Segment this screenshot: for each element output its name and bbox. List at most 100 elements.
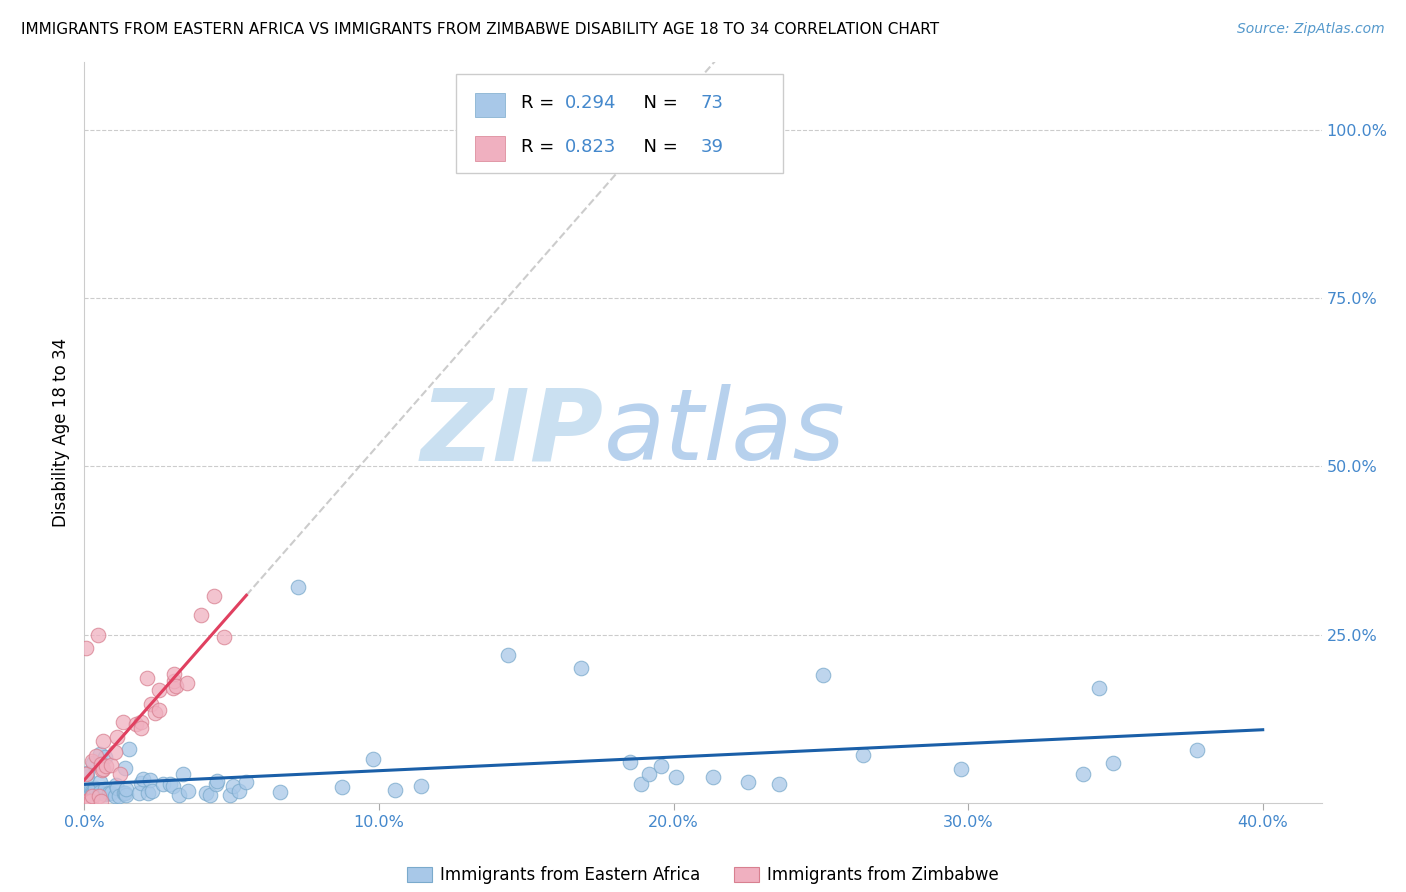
Point [269, 784, 291, 798]
Point [79, 794, 101, 808]
Point [384, 783, 406, 797]
Point [89, 785, 111, 799]
Point [98, 786, 121, 800]
Point [228, 784, 250, 798]
Point [104, 789, 127, 804]
Point [75, 794, 97, 808]
Text: R =: R = [522, 137, 560, 156]
Point [100, 786, 122, 800]
Point [852, 748, 875, 763]
Text: atlas: atlas [605, 384, 845, 481]
Legend: Immigrants from Eastern Africa, Immigrants from Zimbabwe: Immigrants from Eastern Africa, Immigran… [401, 859, 1005, 891]
Point [496, 648, 519, 662]
Point [84, 749, 107, 764]
Point [114, 786, 136, 800]
Point [212, 631, 235, 645]
Point [637, 767, 659, 781]
Point [91, 762, 114, 776]
Point [950, 762, 973, 776]
Point [115, 781, 138, 796]
Point [90, 756, 112, 771]
Point [90, 794, 112, 808]
Point [202, 589, 225, 603]
Point [76, 794, 98, 808]
Point [235, 775, 257, 789]
Text: 39: 39 [700, 137, 724, 156]
Point [108, 767, 131, 781]
Point [94, 781, 117, 796]
Point [619, 755, 641, 769]
Point [190, 608, 212, 623]
Text: N =: N = [633, 95, 683, 112]
Point [114, 788, 136, 802]
Point [105, 779, 128, 793]
Point [87, 627, 110, 641]
Point [176, 676, 198, 690]
Point [768, 776, 790, 790]
Point [89, 775, 111, 789]
Point [204, 777, 226, 791]
Text: R =: R = [522, 95, 560, 112]
Point [287, 581, 309, 595]
Point [112, 786, 135, 800]
Point [128, 786, 150, 800]
Point [143, 706, 166, 721]
Text: Source: ZipAtlas.com: Source: ZipAtlas.com [1237, 22, 1385, 37]
Point [138, 786, 160, 800]
Point [650, 759, 672, 773]
Point [82, 785, 104, 799]
Point [163, 667, 186, 681]
Text: 0.823: 0.823 [564, 137, 616, 156]
Text: 0.294: 0.294 [564, 95, 616, 112]
Point [80, 787, 103, 801]
Point [138, 773, 160, 788]
Point [162, 780, 184, 794]
Point [129, 715, 152, 730]
Point [104, 745, 127, 759]
Point [131, 772, 153, 786]
Point [90, 763, 112, 777]
Point [105, 781, 128, 796]
Point [702, 770, 724, 784]
Point [93, 787, 115, 801]
Point [93, 750, 115, 764]
Point [80, 783, 103, 797]
Point [82, 789, 104, 803]
Point [105, 731, 128, 745]
Text: N =: N = [633, 137, 683, 156]
Point [195, 786, 218, 800]
Point [411, 779, 433, 793]
Point [80, 781, 103, 796]
Point [129, 776, 152, 790]
Point [111, 714, 134, 729]
Point [80, 755, 103, 769]
Point [569, 661, 592, 675]
Point [811, 668, 834, 682]
Point [172, 766, 194, 780]
Point [737, 775, 759, 789]
Text: ZIP: ZIP [420, 384, 605, 481]
Point [163, 673, 186, 688]
Point [82, 789, 104, 803]
FancyBboxPatch shape [475, 136, 505, 161]
Point [165, 679, 187, 693]
Point [76, 770, 98, 784]
Point [169, 788, 191, 802]
Text: IMMIGRANTS FROM EASTERN AFRICA VS IMMIGRANTS FROM ZIMBABWE DISABILITY AGE 18 TO : IMMIGRANTS FROM EASTERN AFRICA VS IMMIGR… [21, 22, 939, 37]
Y-axis label: Disability Age 18 to 34: Disability Age 18 to 34 [52, 338, 70, 527]
Point [76, 783, 98, 797]
Point [75, 767, 97, 781]
Point [114, 761, 136, 775]
FancyBboxPatch shape [475, 93, 505, 117]
Point [665, 770, 688, 784]
Point [118, 742, 141, 756]
Point [75, 640, 97, 655]
Point [75, 794, 97, 808]
Point [219, 788, 242, 802]
Point [148, 703, 170, 717]
Point [125, 717, 148, 731]
Point [76, 766, 98, 780]
Point [108, 789, 131, 804]
Point [148, 682, 170, 697]
Point [136, 671, 159, 685]
